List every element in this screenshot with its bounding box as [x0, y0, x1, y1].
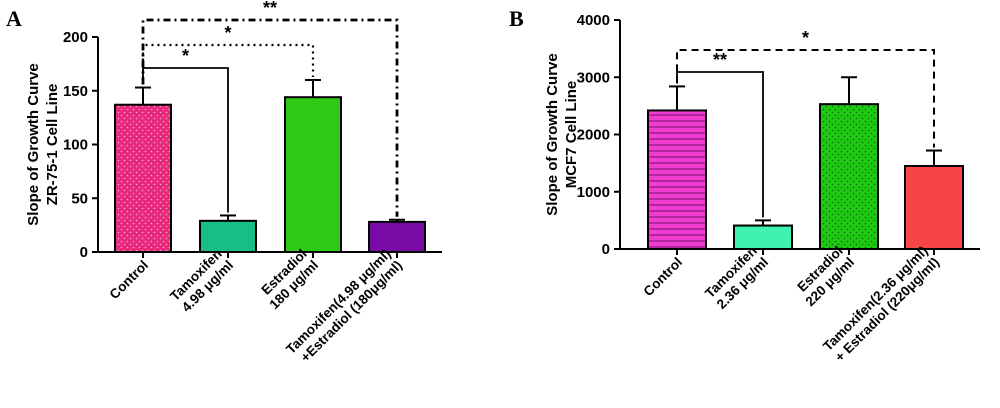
panel-a-significance-label: **	[263, 0, 277, 18]
panel-b: B 0 1000 2000 3000 4000 Slope of Growth Curve…	[509, 6, 980, 365]
panel-a: A 0 50 100 150 200 Slope of Growth Curve ZR-75…	[6, 0, 442, 365]
panel-b-significance-bracket	[676, 49, 935, 148]
panel-a-x-category-label: Control	[107, 258, 152, 303]
panel-b-y-tick-label: 3000	[577, 69, 610, 86]
panel-label-b: B	[509, 6, 524, 31]
panel-a-y-tick-label: 200	[63, 29, 88, 46]
panel-a-significance-bracket	[142, 67, 229, 213]
panel-b-bar	[733, 224, 793, 250]
panel-a-bar	[199, 219, 257, 253]
panel-a-y-tick-label: 100	[63, 137, 88, 154]
panel-a-y-axis-title: ZR-75-1 Cell Line	[44, 84, 61, 206]
panel-a-significance-label: *	[182, 46, 189, 66]
panel-b-bar	[647, 109, 707, 250]
panel-a-y-axis-title: Slope of Growth Curve	[25, 63, 42, 226]
panel-b-y-axis-title: Slope of Growth Curve	[544, 53, 561, 216]
panel-b-bar	[904, 164, 964, 250]
panel-b-y-tick-label: 0	[602, 241, 610, 258]
panel-b-y-tick-label: 4000	[577, 12, 610, 29]
panel-b-significance-label: *	[802, 28, 809, 48]
panel-b-bar	[819, 103, 879, 250]
panel-a-bar	[368, 220, 426, 253]
panel-a-significance-bracket	[141, 18, 399, 217]
panel-b-y-tick-label: 2000	[577, 127, 610, 144]
panel-b-y-tick-label: 1000	[577, 184, 610, 201]
panel-b-x-category-label: Control	[641, 255, 686, 300]
panel-a-bar	[284, 96, 342, 253]
panel-a-significance-label: *	[224, 23, 231, 43]
panel-label-a: A	[6, 6, 22, 31]
panel-a-y-tick-label: 50	[71, 190, 88, 207]
panel-b-significance-label: **	[713, 50, 727, 70]
panel-b-y-axis-title: MCF7 Cell Line	[563, 81, 580, 189]
panel-a-bar	[114, 103, 172, 253]
panel-a-y-tick-label: 0	[80, 244, 88, 261]
panel-a-y-tick-label: 150	[63, 83, 88, 100]
